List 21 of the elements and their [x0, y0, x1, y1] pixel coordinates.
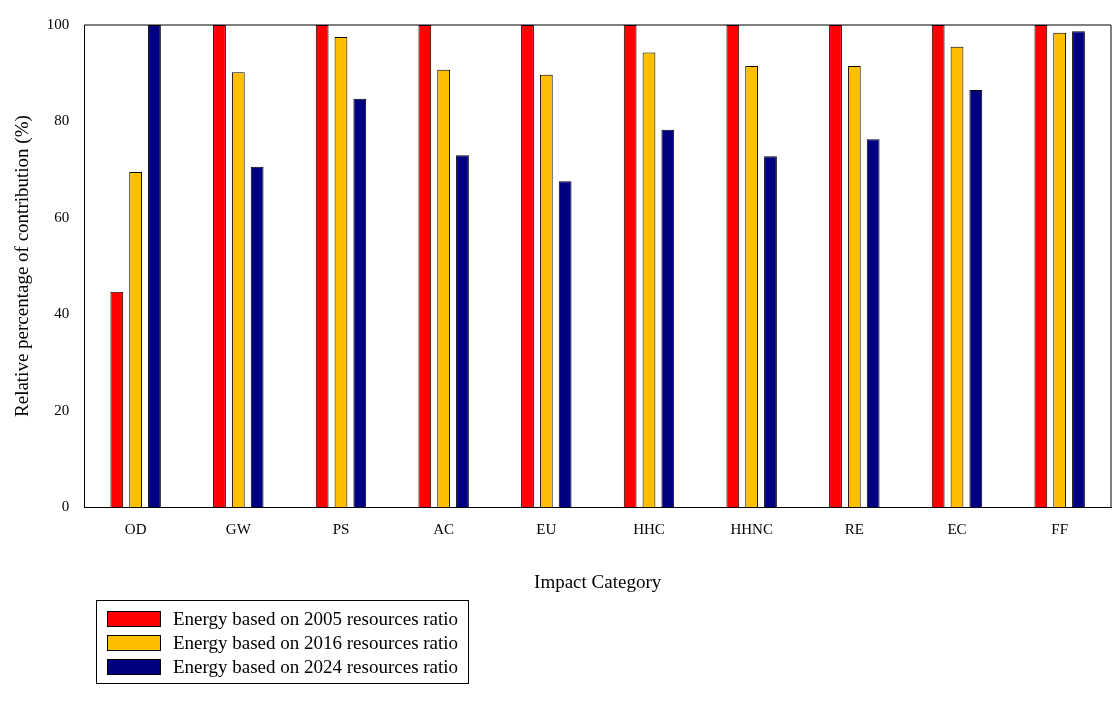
x-tick-label: AC [433, 521, 455, 538]
legend-label: Energy based on 2005 resources ratio [173, 608, 459, 630]
y-tick-label: 0 [61, 498, 70, 515]
x-tick-label: EC [947, 521, 967, 538]
x-tick-label: RE [844, 521, 864, 538]
legend-label: Energy based on 2024 resources ratio [173, 656, 459, 678]
x-tick-label: HHC [633, 521, 665, 538]
y-tick-label: 100 [46, 15, 70, 32]
x-tick-label: HHNC [730, 521, 773, 538]
y-tick-label: 60 [54, 208, 70, 225]
y-tick-label: 80 [54, 112, 70, 129]
x-axis-title: Impact Category [534, 570, 662, 592]
x-tick-label: OD [124, 521, 147, 538]
x-tick-label: FF [1051, 521, 1069, 538]
y-tick-label: 20 [54, 401, 70, 418]
y-axis-title: Relative percentage of contribution (%) [11, 115, 34, 417]
x-tick-label: PS [332, 521, 350, 538]
y-tick-label: 40 [54, 305, 70, 322]
legend-label: Energy based on 2016 resources ratio [173, 632, 459, 654]
x-tick-label: EU [536, 521, 557, 538]
x-tick-label: GW [225, 521, 252, 538]
